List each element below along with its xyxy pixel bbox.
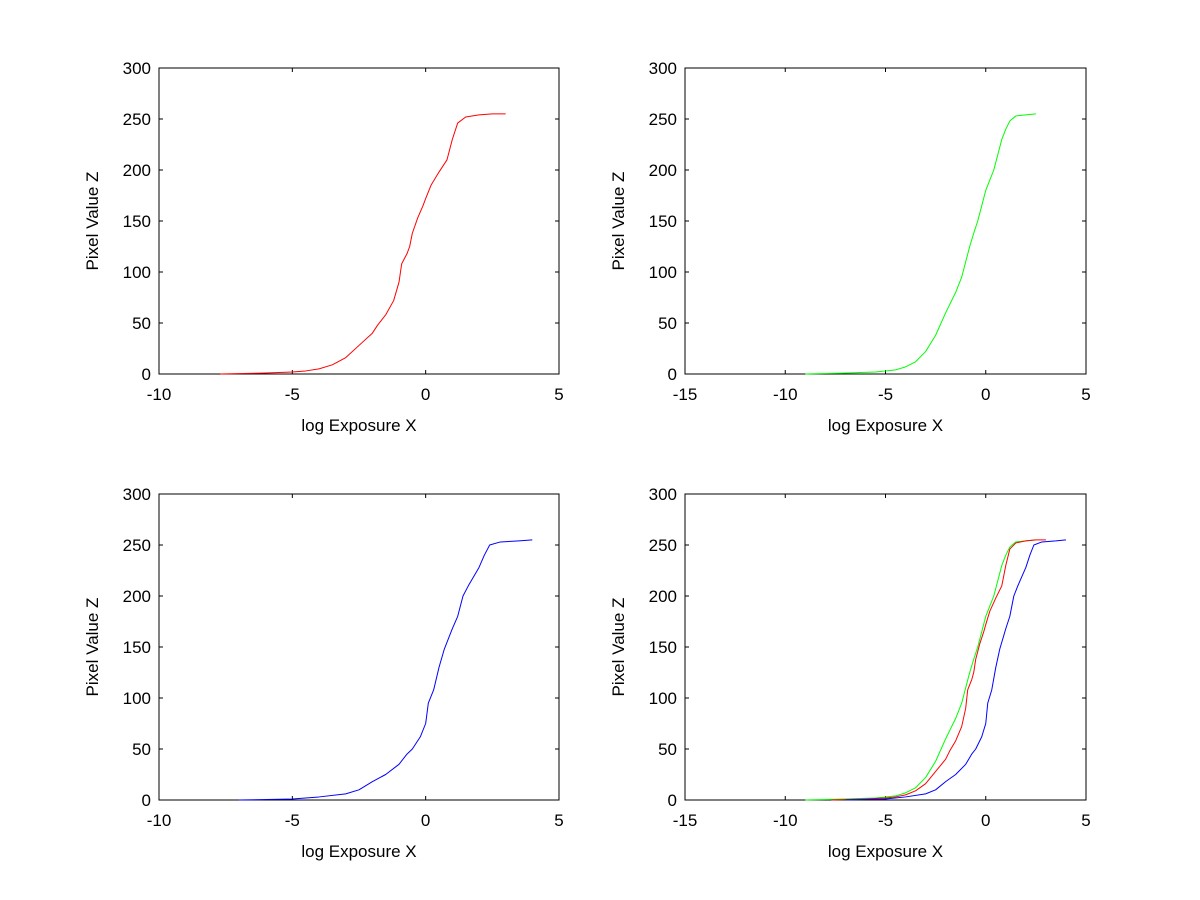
y-tick-label: 250 [649,110,677,129]
x-tick-label: -10 [773,811,798,830]
x-tick-label: -5 [878,385,893,404]
y-tick-label: 150 [123,638,151,657]
series-line-1 [805,539,1036,801]
x-tick-label: -10 [147,811,172,830]
y-tick-label: 0 [142,791,151,810]
x-tick-label: -5 [285,385,300,404]
y-tick-label: 200 [123,587,151,606]
x-tick-label: 0 [421,811,430,830]
x-tick-label: -10 [147,385,172,404]
series-line-1 [805,113,1036,375]
x-tick-label: 5 [554,385,563,404]
y-tick-label: 0 [668,791,677,810]
x-tick-label: -5 [285,811,300,830]
x-tick-label: 0 [421,385,430,404]
x-axis-label: log Exposure X [828,416,943,435]
plot-area [158,67,560,375]
x-tick-label: -15 [673,811,698,830]
x-axis-label: log Exposure X [828,842,943,861]
y-tick-label: 250 [649,536,677,555]
plot-area [684,493,1087,801]
y-tick-label: 100 [649,689,677,708]
x-tick-label: -10 [773,385,798,404]
y-tick-label: 150 [649,212,677,231]
y-axis-label: Pixel Value Z [609,172,628,271]
y-tick-label: 300 [123,59,151,78]
series-line-2 [831,539,1046,801]
y-tick-label: 150 [649,638,677,657]
y-tick-label: 300 [123,485,151,504]
x-axis-label: log Exposure X [301,842,416,861]
x-tick-label: 5 [554,811,563,830]
y-tick-label: 250 [123,536,151,555]
y-tick-label: 300 [649,485,677,504]
plot-area [158,493,560,801]
y-tick-label: 100 [649,263,677,282]
series-line-1 [238,539,533,801]
x-tick-label: -15 [673,385,698,404]
y-tick-label: 0 [668,365,677,384]
y-tick-label: 100 [123,689,151,708]
series-line-3 [845,539,1067,801]
y-tick-label: 50 [132,314,151,333]
y-tick-label: 200 [123,161,151,180]
x-axis-label: log Exposure X [301,416,416,435]
y-tick-label: 50 [658,740,677,759]
x-tick-label: 0 [981,811,990,830]
plot-area [684,67,1087,375]
x-tick-label: 5 [1081,811,1090,830]
y-tick-label: 150 [123,212,151,231]
x-tick-label: 0 [981,385,990,404]
y-axis-label: Pixel Value Z [83,172,102,271]
y-tick-label: 200 [649,587,677,606]
y-axis-label: Pixel Value Z [83,598,102,697]
x-tick-label: -5 [878,811,893,830]
y-tick-label: 200 [649,161,677,180]
series-line-1 [220,113,506,375]
y-tick-label: 100 [123,263,151,282]
y-tick-label: 250 [123,110,151,129]
y-axis-label: Pixel Value Z [609,598,628,697]
x-tick-label: 5 [1081,385,1090,404]
y-tick-label: 300 [649,59,677,78]
y-tick-label: 0 [142,365,151,384]
y-tick-label: 50 [658,314,677,333]
y-tick-label: 50 [132,740,151,759]
